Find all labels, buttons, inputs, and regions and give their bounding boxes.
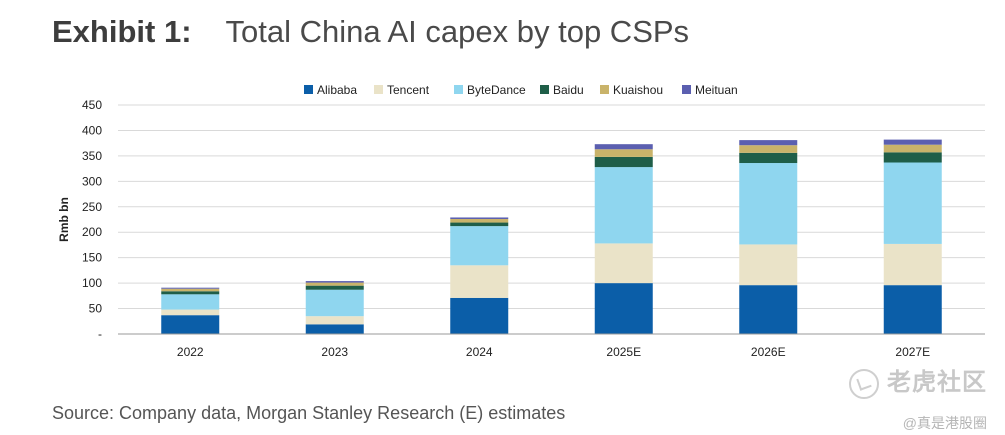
bar-segment-kuaishou <box>739 145 798 153</box>
watermark-sub: @真是港股圈 <box>902 414 987 431</box>
legend-label: Tencent <box>387 83 430 97</box>
legend-swatch <box>600 85 609 94</box>
exhibit-label: Exhibit 1: <box>52 14 192 49</box>
y-tick-label: 150 <box>82 251 102 265</box>
x-tick-label: 2027E <box>895 345 930 359</box>
bar-segment-alibaba <box>739 285 798 334</box>
legend-swatch <box>304 85 313 94</box>
bar-segment-meituan <box>594 144 653 150</box>
bar-segment-kuaishou <box>594 149 653 157</box>
bar-segment-alibaba <box>161 315 220 334</box>
source-note: Source: Company data, Morgan Stanley Res… <box>52 403 566 423</box>
bar-segment-bytedance <box>305 289 364 317</box>
y-tick-label: 350 <box>82 149 102 163</box>
bar-segment-bytedance <box>450 226 509 266</box>
bar-segment-tencent <box>305 316 364 325</box>
legend-label: Kuaishou <box>613 83 663 97</box>
chart-title: Total China AI capex by top CSPs <box>225 14 690 49</box>
bar-segment-meituan <box>305 281 364 283</box>
bar-segment-tencent <box>883 243 942 286</box>
bar-segment-kuaishou <box>161 288 220 292</box>
bar-segment-baidu <box>161 291 220 295</box>
legend-swatch <box>374 85 383 94</box>
stacked-bar-chart: - 50 100 150 200 250 300 350 400 450 Rmb bn 2022 202… <box>57 83 985 359</box>
bar-segment-kuaishou <box>305 282 364 286</box>
bar-segment-baidu <box>739 152 798 164</box>
bar-segment-baidu <box>305 285 364 290</box>
legend-swatch <box>682 85 691 94</box>
x-tick-label: 2026E <box>751 345 786 359</box>
bar-segment-meituan <box>450 217 509 219</box>
bar-segment-alibaba <box>305 324 364 334</box>
bar-segment-meituan <box>883 139 942 145</box>
bar-segment-alibaba <box>450 297 509 334</box>
legend-swatch <box>454 85 463 94</box>
bar-segment-tencent <box>450 265 509 298</box>
bar-segment-tencent <box>594 243 653 284</box>
y-tick-label: - <box>98 327 102 341</box>
bar-segment-alibaba <box>883 285 942 334</box>
watermark-main: 老虎社区 <box>849 362 987 399</box>
legend-label: Alibaba <box>317 83 357 97</box>
bar-segment-bytedance <box>594 167 653 244</box>
bar-segment-baidu <box>450 222 509 227</box>
bar-segment-kuaishou <box>883 144 942 153</box>
x-tick-label: 2023 <box>321 345 348 359</box>
y-tick-label: 250 <box>82 200 102 214</box>
y-tick-label: 200 <box>82 225 102 239</box>
bar-segment-alibaba <box>594 283 653 334</box>
bar-segment-bytedance <box>883 162 942 244</box>
y-tick-label: 400 <box>82 123 102 137</box>
bar-segment-baidu <box>883 152 942 163</box>
bar-segment-tencent <box>739 244 798 286</box>
x-tick-label: 2025E <box>606 345 641 359</box>
title-row: Exhibit 1: Total China AI capex by top CS… <box>52 14 689 50</box>
tiger-logo-icon <box>849 368 879 399</box>
legend-label: Meituan <box>695 83 738 97</box>
y-tick-label: 50 <box>89 302 103 316</box>
bar-segment-tencent <box>161 309 220 316</box>
bar-segment-baidu <box>594 156 653 168</box>
bar-segment-kuaishou <box>450 218 509 223</box>
y-tick-label: 450 <box>82 98 102 112</box>
watermark: 老虎社区 @真是港股圈 <box>849 362 987 433</box>
legend-label: ByteDance <box>467 83 526 97</box>
x-tick-label: 2024 <box>466 345 493 359</box>
bar-segment-meituan <box>739 140 798 146</box>
legend-swatch <box>540 85 549 94</box>
y-axis-title: Rmb bn <box>57 197 71 242</box>
y-tick-label: 100 <box>82 276 102 290</box>
watermark-main-text: 老虎社区 <box>887 369 987 396</box>
y-tick-label: 300 <box>82 174 102 188</box>
bar-segment-meituan <box>161 287 220 289</box>
bar-segment-bytedance <box>739 163 798 245</box>
x-tick-label: 2022 <box>177 345 204 359</box>
bar-segment-bytedance <box>161 294 220 310</box>
legend-label: Baidu <box>553 83 584 97</box>
